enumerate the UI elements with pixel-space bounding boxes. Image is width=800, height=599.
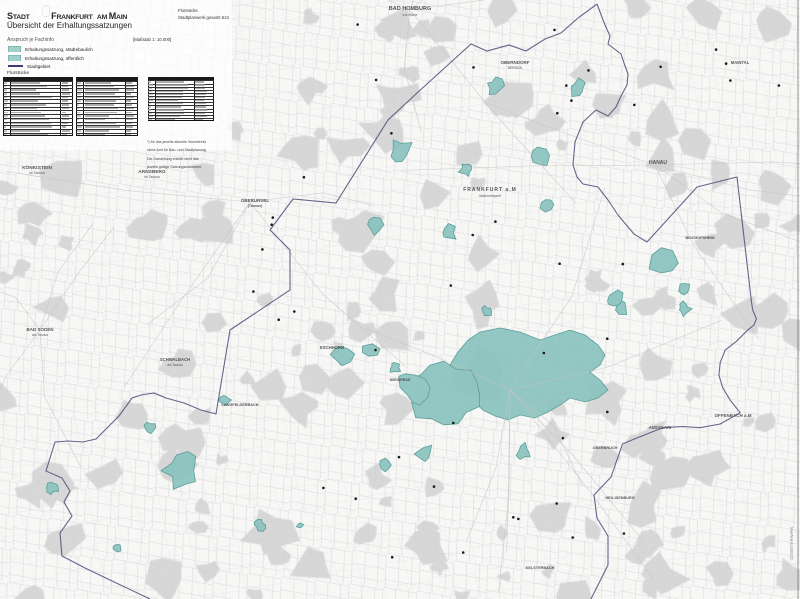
svg-text:am Taunus: am Taunus	[32, 333, 48, 337]
svg-text:NIEDERRAD: NIEDERRAD	[390, 378, 411, 382]
svg-text:BAD HOMBURG: BAD HOMBURG	[389, 6, 431, 12]
svg-text:BAD SODEN: BAD SODEN	[26, 327, 53, 332]
svg-text:12345678 RW/HW: 12345678 RW/HW	[789, 527, 794, 561]
svg-text:KELSTERBACH: KELSTERBACH	[526, 566, 555, 570]
svg-text:OBERNDORF: OBERNDORF	[501, 60, 530, 65]
svg-text:im Taunus: im Taunus	[144, 175, 160, 179]
svg-text:NEU-ISENBURG: NEU-ISENBURG	[605, 496, 634, 500]
svg-text:(Taunus): (Taunus)	[248, 204, 263, 208]
svg-text:FRANKFURT a.M: FRANKFURT a.M	[463, 187, 517, 193]
svg-text:OBERBRUCH: OBERBRUCH	[593, 446, 618, 450]
svg-text:LANGFELDERBACH: LANGFELDERBACH	[222, 403, 259, 407]
svg-text:BERGEN: BERGEN	[508, 66, 523, 70]
svg-text:OBERURSEL: OBERURSEL	[241, 198, 270, 203]
svg-text:SCHWALBACH: SCHWALBACH	[160, 357, 190, 362]
svg-text:Mainmetropole: Mainmetropole	[479, 194, 501, 198]
svg-text:am Taunus: am Taunus	[167, 363, 183, 367]
svg-text:MAINTAL: MAINTAL	[731, 60, 750, 65]
svg-text:im Taunus: im Taunus	[29, 171, 45, 175]
svg-text:HANAU: HANAU	[649, 160, 667, 166]
svg-text:BISCHOFSHEIM: BISCHOFSHEIM	[685, 236, 714, 240]
svg-text:ESCHHORN: ESCHHORN	[320, 345, 344, 350]
svg-text:v.d.Höhe: v.d.Höhe	[403, 13, 418, 17]
